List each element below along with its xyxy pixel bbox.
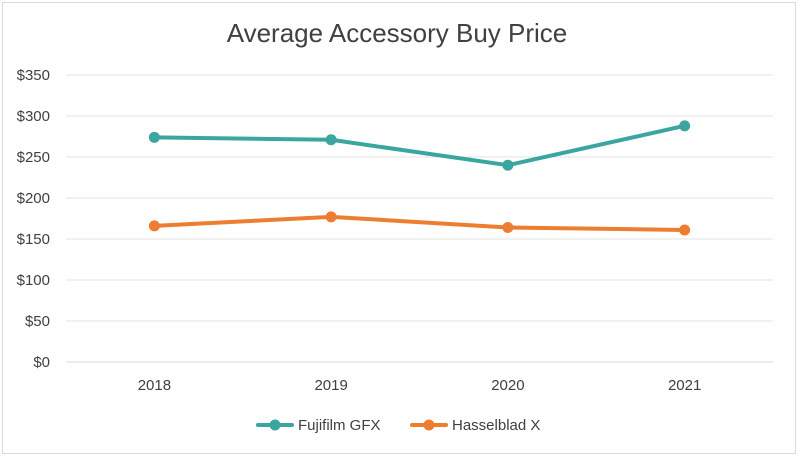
legend-label: Fujifilm GFX <box>298 417 381 434</box>
data-point <box>148 131 160 143</box>
chart-title: Average Accessory Buy Price <box>226 18 568 48</box>
y-tick-label: $300 <box>17 108 50 125</box>
x-tick-label: 2019 <box>314 377 347 394</box>
y-axis-ticks: $0 $50 $100 $150 $200 $250 $300 $350 <box>17 67 50 371</box>
data-point <box>502 159 514 171</box>
y-tick-label: $0 <box>33 354 50 371</box>
y-tick-label: $100 <box>17 272 50 289</box>
legend: Fujifilm GFX Hasselblad X <box>256 417 540 434</box>
legend-swatch-marker <box>423 419 435 431</box>
y-tick-label: $250 <box>17 149 50 166</box>
data-point <box>679 224 691 236</box>
y-tick-label: $350 <box>17 67 50 84</box>
data-point <box>502 222 514 234</box>
x-tick-label: 2021 <box>668 377 701 394</box>
data-point <box>325 211 337 223</box>
data-point <box>148 220 160 232</box>
legend-swatch-marker <box>269 419 281 431</box>
grid-lines <box>66 74 773 363</box>
data-point <box>679 120 691 132</box>
y-tick-label: $150 <box>17 231 50 248</box>
legend-label: Hasselblad X <box>452 417 540 434</box>
y-tick-label: $50 <box>25 313 50 330</box>
series-line <box>152 214 687 232</box>
y-tick-label: $200 <box>17 190 50 207</box>
series-group <box>148 120 691 236</box>
x-axis-ticks: 2018 2019 2020 2021 <box>138 377 702 394</box>
data-point <box>325 134 337 146</box>
x-tick-label: 2018 <box>138 377 171 394</box>
series-line <box>152 123 687 168</box>
x-tick-label: 2020 <box>491 377 524 394</box>
